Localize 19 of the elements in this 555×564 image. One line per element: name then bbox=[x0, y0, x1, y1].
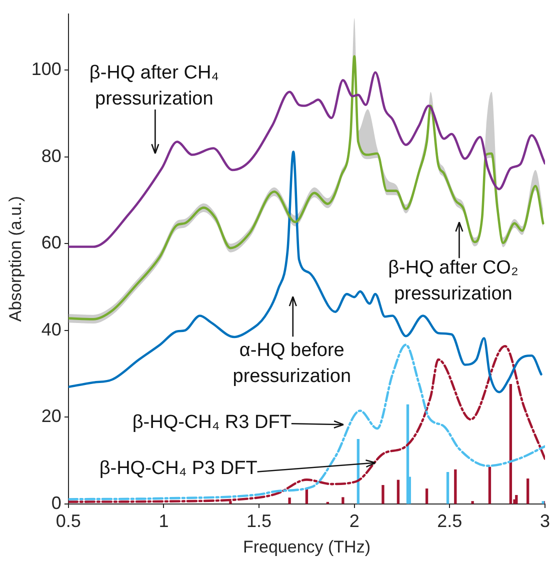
annotation: β-HQ after CH₄ pressurization bbox=[89, 62, 220, 110]
y-axis-title: Absorption (a.u.) bbox=[6, 196, 25, 322]
x-axis-title: Frequency (THz) bbox=[242, 537, 370, 556]
x-tick-label: 1 bbox=[158, 510, 169, 531]
y-tick-label: 0 bbox=[51, 492, 62, 513]
y-tick-label: 20 bbox=[41, 406, 62, 426]
y-tick-label: 40 bbox=[41, 319, 62, 340]
annotation: β-HQ-CH₄ R3 DFT bbox=[132, 412, 292, 433]
x-tick-label: 0.5 bbox=[56, 510, 81, 531]
y-tick-label: 60 bbox=[41, 232, 62, 253]
x-tick-label: 1.5 bbox=[246, 510, 272, 531]
x-tick-label: 3 bbox=[540, 510, 550, 531]
annotation: β-HQ after CO₂ pressurization bbox=[388, 257, 518, 304]
x-tick-label: 2.5 bbox=[437, 510, 462, 531]
y-tick-label: 80 bbox=[41, 146, 62, 166]
y-tick-label: 100 bbox=[31, 59, 62, 80]
annotation: β-HQ-CH₄ P3 DFT bbox=[99, 458, 258, 480]
annotation: α-HQ before pressurization bbox=[232, 340, 352, 387]
x-tick-label: 2 bbox=[349, 510, 360, 531]
